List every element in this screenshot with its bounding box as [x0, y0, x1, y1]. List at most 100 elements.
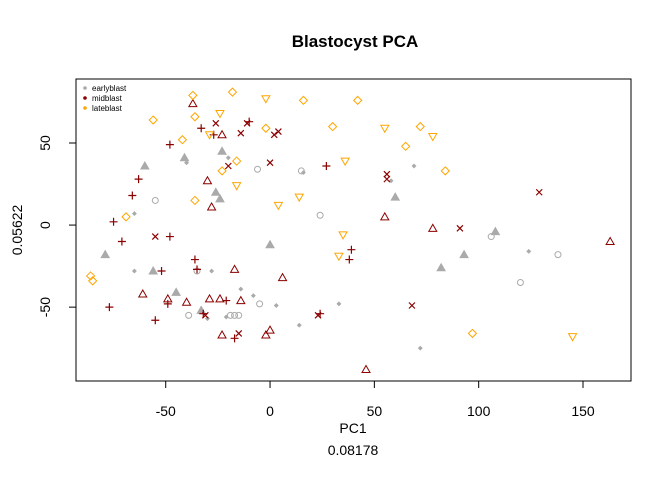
- data-point: [177, 135, 188, 145]
- data-point: [516, 279, 524, 287]
- legend-marker-midblast: [83, 96, 87, 100]
- chart-title: Blastocyst PCA: [292, 32, 419, 51]
- data-point: [408, 302, 416, 309]
- x-tick-label: -50: [156, 403, 176, 419]
- data-point: [87, 276, 98, 286]
- data-point: [204, 316, 211, 322]
- data-point: [215, 193, 225, 203]
- data-point: [187, 98, 198, 108]
- x-axis-sublabel: 0.08178: [328, 442, 379, 458]
- data-point: [327, 121, 338, 132]
- data-point: [265, 325, 275, 334]
- data-point: [157, 267, 166, 276]
- data-point: [436, 262, 446, 272]
- data-point: [250, 293, 256, 299]
- legend-entry-earlyblast: earlyblast: [83, 84, 127, 93]
- data-point: [230, 334, 239, 343]
- data-point: [238, 286, 244, 292]
- data-point: [117, 237, 126, 246]
- data-point: [151, 316, 160, 325]
- data-point: [261, 330, 271, 339]
- data-point: [487, 233, 495, 241]
- data-point: [210, 187, 221, 196]
- data-point: [217, 129, 227, 139]
- data-point: [261, 95, 271, 104]
- data-point: [162, 293, 173, 303]
- x-tick-label: 0: [266, 403, 274, 419]
- y-axis-label: 0.05622: [9, 204, 25, 255]
- x-tick-label: 100: [467, 403, 491, 419]
- data-point: [490, 226, 501, 236]
- data-point: [137, 289, 148, 298]
- data-point: [554, 251, 562, 259]
- data-point: [185, 311, 193, 319]
- data-point: [121, 212, 131, 222]
- legend-marker-lateblast: [83, 106, 87, 110]
- data-point: [411, 163, 417, 169]
- legend-marker-earlyblast: [83, 86, 87, 90]
- data-point: [274, 128, 282, 135]
- data-point: [229, 264, 240, 273]
- legend-label-earlyblast: earlyblast: [92, 84, 127, 93]
- data-point: [226, 311, 234, 319]
- data-point: [297, 167, 305, 175]
- data-point: [277, 272, 288, 282]
- data-point: [212, 119, 220, 127]
- data-point: [204, 293, 215, 303]
- x-axis: -50 0 50 100 150: [156, 380, 595, 419]
- data-point: [105, 303, 114, 312]
- data-point: [85, 271, 96, 281]
- data-point: [222, 296, 231, 305]
- data-point: [400, 141, 411, 152]
- data-point: [201, 311, 209, 319]
- data-point: [231, 156, 242, 166]
- data-point: [100, 249, 111, 259]
- data-point: [340, 157, 351, 167]
- data-point: [440, 166, 451, 176]
- data-point: [467, 328, 478, 339]
- data-point: [235, 311, 243, 319]
- data-point: [165, 232, 174, 241]
- data-point: [196, 305, 207, 314]
- series-midblast: [105, 98, 615, 374]
- data-point: [131, 268, 137, 274]
- data-point: [266, 159, 274, 167]
- data-point: [188, 90, 198, 101]
- data-point: [352, 95, 363, 106]
- data-point: [300, 170, 306, 176]
- data-point: [316, 309, 325, 318]
- legend-entry-lateblast: lateblast: [83, 104, 123, 113]
- data-point: [215, 109, 225, 119]
- data-point: [273, 201, 284, 211]
- data-point: [567, 333, 578, 342]
- data-point: [139, 160, 150, 170]
- data-point: [261, 123, 271, 133]
- data-point: [526, 248, 532, 254]
- plot-frame: [75, 78, 632, 382]
- data-point: [334, 252, 344, 262]
- data-point: [383, 175, 391, 183]
- data-point: [190, 255, 199, 264]
- legend-label-midblast: midblast: [92, 94, 123, 103]
- data-point: [459, 249, 469, 259]
- x-tick-label: 50: [367, 403, 383, 419]
- data-point: [209, 268, 215, 274]
- data-point: [338, 231, 348, 240]
- data-point: [427, 223, 438, 232]
- data-point: [237, 129, 245, 137]
- data-point: [316, 211, 324, 219]
- data-point: [605, 236, 615, 245]
- data-point: [245, 117, 254, 126]
- data-point: [217, 330, 227, 339]
- data-point: [217, 146, 227, 155]
- data-point: [361, 364, 371, 374]
- data-point: [131, 211, 137, 217]
- data-point: [190, 195, 200, 206]
- data-point: [171, 287, 182, 296]
- data-point: [190, 112, 200, 122]
- y-tick-label: -50: [37, 297, 53, 317]
- data-point: [294, 193, 305, 203]
- data-point: [383, 170, 391, 178]
